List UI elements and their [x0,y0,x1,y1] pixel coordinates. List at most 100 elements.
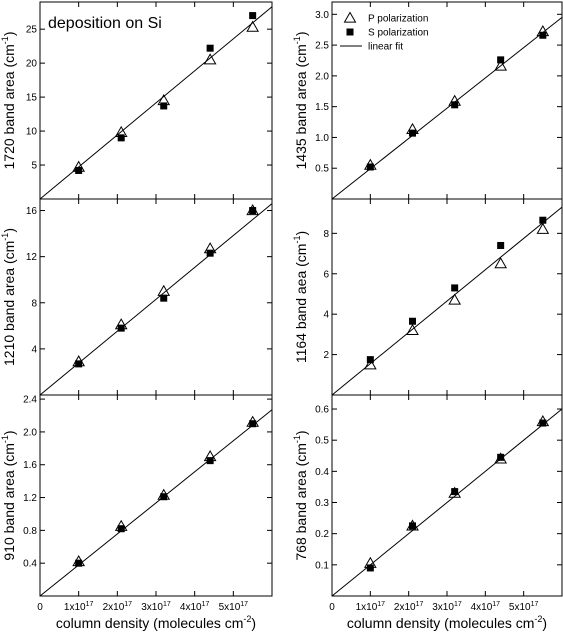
y-tick-label: 10 [26,127,38,138]
x-tick-label: 1x1017 [356,601,386,613]
y-axis-label: 1720 band area (cm-1) [0,32,17,170]
y-axis-label: 910 band area (cm-1) [0,430,17,560]
x-tick-label: 3x1017 [141,601,171,613]
panel-p1720: 5 10 15 20 25 1720 band area (cm-1) deposition… [0,1,273,200]
s-polarization-point [366,356,374,364]
s-polarization-point [249,420,257,428]
s-polarization-point [75,360,83,368]
s-polarization-point [160,493,168,501]
s-polarization-point [451,101,459,109]
s-polarization-point [366,163,374,171]
linear-fit-line [40,409,272,596]
x-tick-label: 5x1017 [509,601,539,613]
legend-label: linear fit [368,42,403,53]
s-polarization-point [539,31,547,39]
x-axis-label-close: ) [251,615,256,631]
panel-p1164: 2 4 6 8 1164 band aea (cm-1) [292,198,563,396]
y-tick-label: 1.6 [23,460,37,471]
s-polarization-point [206,44,214,52]
y-tick-label: 25 [26,25,38,36]
y-tick-label: 0.4 [315,467,329,478]
y-tick-label: 0.3 [315,498,329,509]
s-polarization-point [497,56,505,64]
y-axis-label: 1435 band area (cm-1) [292,32,309,170]
x-tick-mantissa: 3x10 [432,602,454,613]
y-tick-label: 8 [323,229,329,240]
y-axis-label-text: 1720 band area (cm [1,44,17,169]
x-tick-mantissa: 4x10 [180,602,202,613]
s-polarization-point [497,453,505,461]
s-polarization-point [75,559,83,567]
y-axis-label-close: ) [1,32,17,37]
panel-p1210: 4 8 12 16 1210 band area (cm-1) [0,198,273,396]
x-tick-mantissa: 5x10 [509,602,531,613]
x-axis-label-close: ) [542,615,547,631]
panel-p768: 0.10.20.30.40.50.60 1x1017 2x1017 3x1017 4x1… [292,394,563,631]
s-polarization-point [497,241,505,249]
p-polarization-point [246,20,260,32]
y-axis-label-sup: -1 [292,236,302,244]
x-axis-label: column density (molecules cm-2) [347,614,547,631]
y-tick-label: 2.4 [23,395,37,406]
x-tick-mantissa: 1x10 [64,602,86,613]
y-axis-label-text: 910 band area (cm [1,443,17,561]
s-polarization-point [451,488,459,496]
s-polarization-point [117,525,125,533]
linear-fit-line [332,206,562,395]
s-polarization-point [539,216,547,224]
x-tick-mantissa: 5x10 [219,602,241,613]
y-tick-label: 2.0 [315,71,329,82]
x-tick-mantissa: 3x10 [141,602,163,613]
x-tick-mantissa: 4x10 [471,602,493,613]
x-tick-exponent: 17 [124,601,132,608]
plot-frame [331,394,563,597]
x-tick-label: 3x1017 [432,601,462,613]
y-tick-label: 0.6 [315,405,329,416]
y-tick-label: 4 [31,344,37,355]
y-axis-label: 1164 band aea (cm-1) [292,231,309,363]
legend-label: S polarization [368,28,429,39]
x-tick-exponent: 17 [202,601,210,608]
y-axis-label-close: ) [1,430,17,435]
panel-p910: 0.40.81.21.62.02.40 1x1017 2x1017 3x1017 4x1… [0,394,273,631]
y-tick-label: 5 [31,161,37,172]
y-tick-label: 0.8 [23,526,37,537]
y-axis-label-close: ) [293,231,309,236]
y-tick-label: 1.2 [23,493,37,504]
y-axis-label-sup: -1 [0,36,10,44]
p-polarization-point [343,11,357,23]
y-tick-label: 2 [323,350,329,361]
p-polarization-point [406,323,419,335]
x-tick-mantissa: 0 [37,602,43,613]
x-axis-label: column density (molecules cm-2) [56,614,256,631]
s-polarization-point [451,284,459,292]
y-tick-label: 0.1 [315,560,329,571]
y-tick-label: 0.5 [315,164,329,175]
s-polarization-point [160,102,168,110]
y-tick-label: 1.5 [315,102,329,113]
y-tick-label: 6 [323,269,329,280]
s-polarization-point [539,419,547,427]
s-polarization-point [409,522,416,530]
s-polarization-point [160,294,168,302]
x-tick-exponent: 17 [240,601,248,608]
x-tick-mantissa: 0 [329,602,335,613]
p-polarization-point [203,53,217,65]
x-axis-label-text: column density (molecules cm [347,615,535,631]
s-polarization-point [75,166,83,174]
linear-fit-line [40,203,272,395]
x-tick-exponent: 17 [163,601,171,608]
p-polarization-point [448,293,462,305]
y-tick-label: 3.0 [315,10,329,21]
y-axis-label-close: ) [1,228,17,233]
p-polarization-point [536,222,550,234]
y-axis-label: 1210 band area (cm-1) [0,228,17,366]
x-tick-label: 5x1017 [219,601,249,613]
x-axis-label-text: column density (molecules cm [56,615,244,631]
panel-annotation: deposition on Si [48,15,162,32]
y-tick-label: 15 [26,93,38,104]
panel-p1435: 0.5 1.0 1.5 2.0 2.5 3.0 1435 band area (cm-1) P… [292,1,563,200]
x-tick-label: 0 [37,602,43,613]
x-tick-label: 2x1017 [103,601,133,613]
